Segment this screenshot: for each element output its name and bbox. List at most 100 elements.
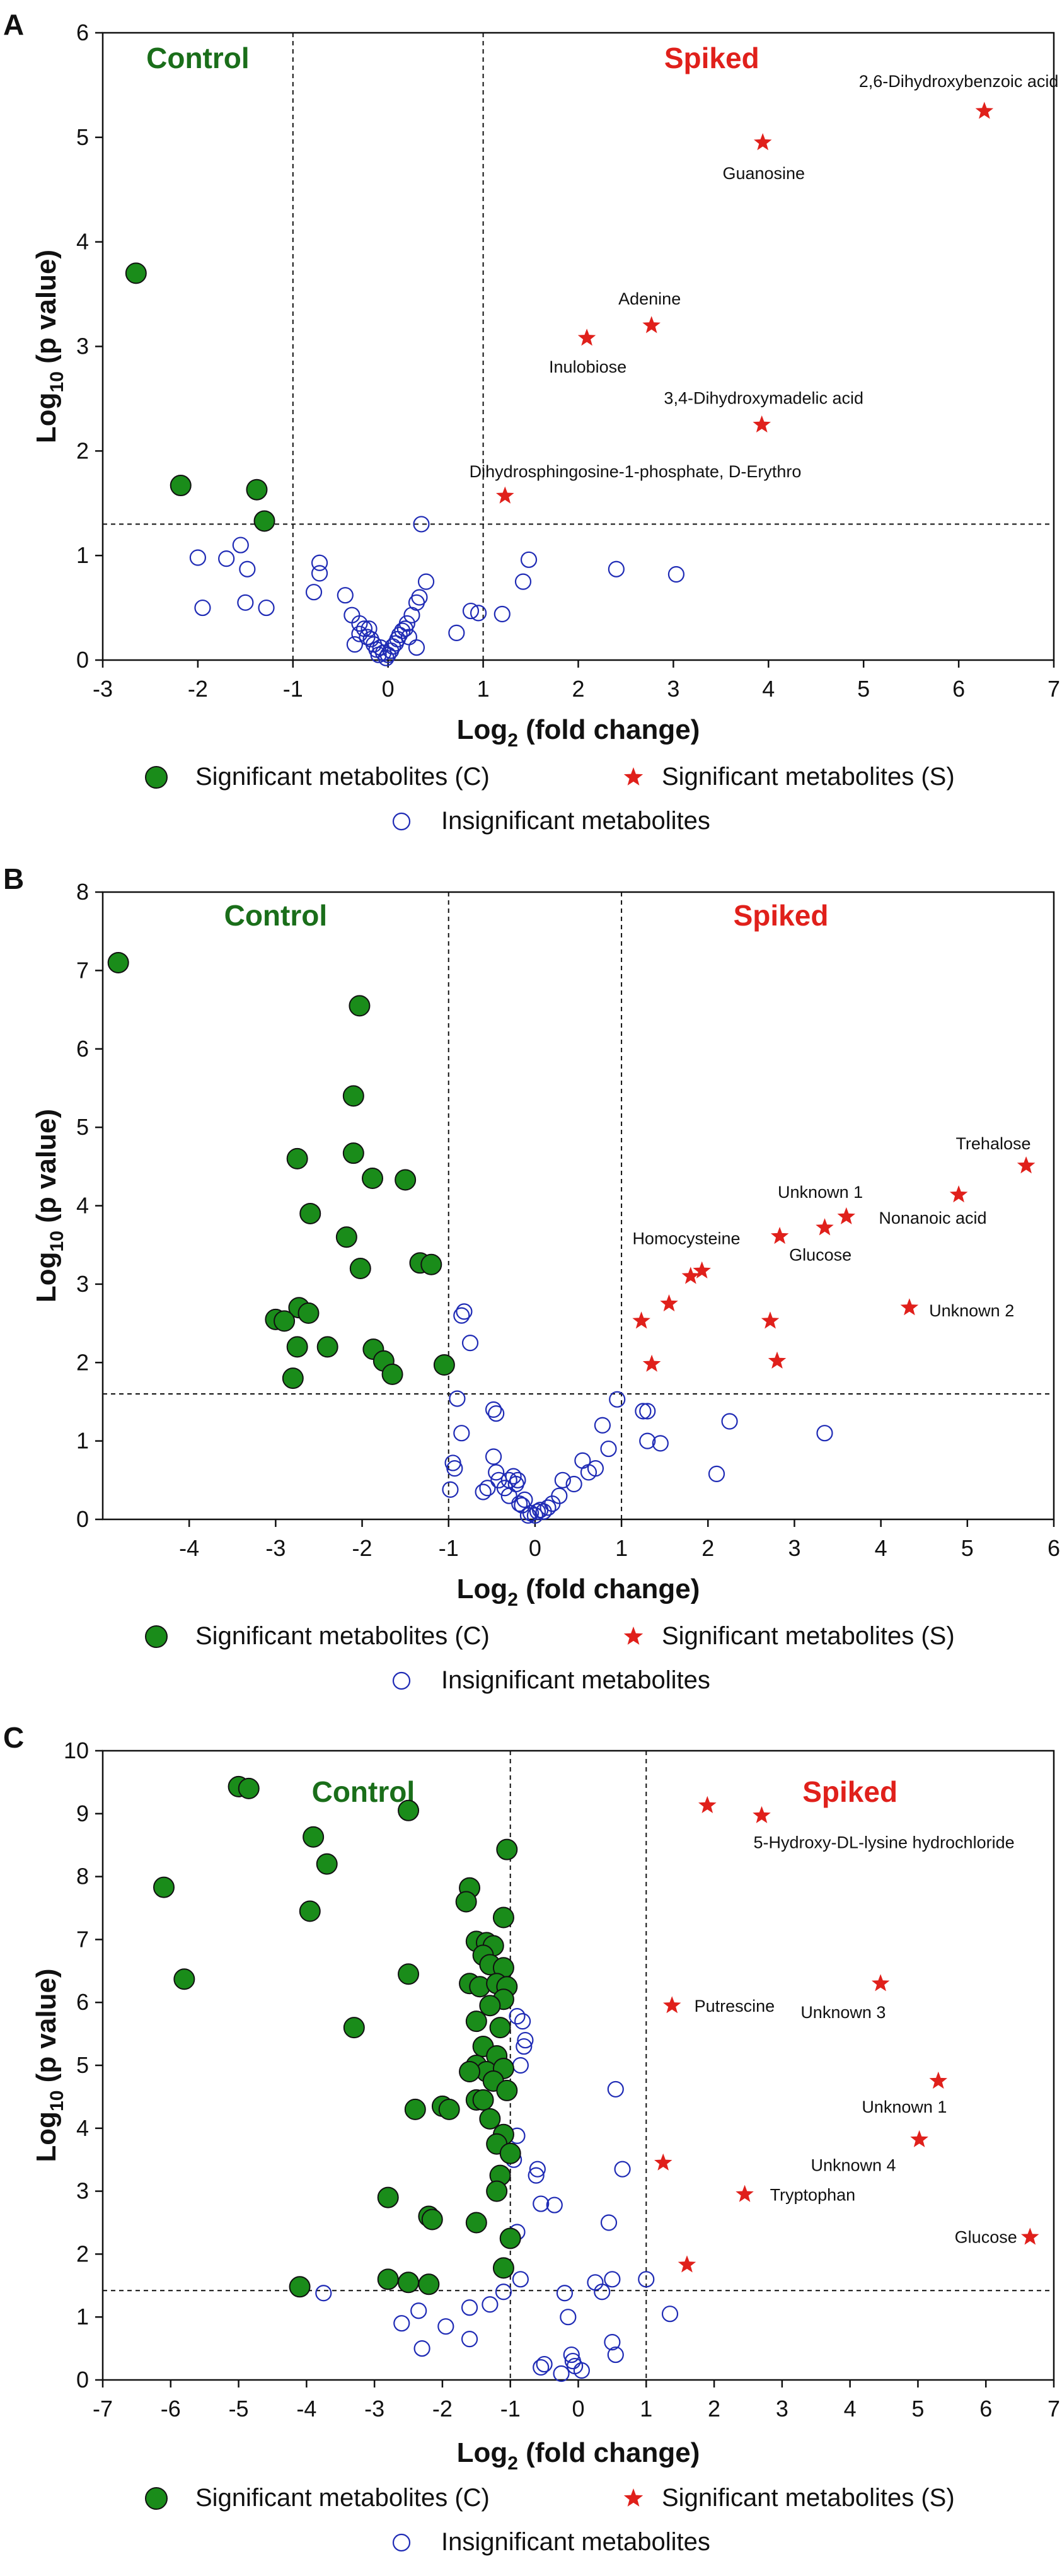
- x-axis-title: Log2 (fold change): [457, 714, 700, 751]
- insignificant-point: [475, 1483, 492, 1500]
- plot-frame: [101, 32, 1055, 661]
- control-point: [297, 1302, 320, 1324]
- control-point: [486, 2180, 508, 2202]
- insignificant-point: [485, 1448, 502, 1465]
- control-point: [465, 2212, 487, 2234]
- y-tick-label: 8: [76, 1864, 89, 1889]
- legend-spiked-marker: [623, 767, 644, 786]
- control-point: [418, 2273, 440, 2295]
- insignificant-point: [512, 2057, 529, 2074]
- insignificant-point: [540, 1499, 557, 1516]
- x-tick-label: 1: [615, 1535, 628, 1561]
- insignificant-point: [721, 1413, 738, 1430]
- control-point: [479, 1995, 501, 2017]
- insignificant-point: [614, 2161, 631, 2178]
- insignificant-point: [638, 2271, 655, 2288]
- insignificant-point: [516, 2038, 533, 2055]
- control-point: [377, 2268, 399, 2290]
- y-axis-title: Log10 (p value): [31, 250, 67, 443]
- point-annotation: Unknown 3: [800, 2003, 886, 2022]
- control-point: [398, 1799, 420, 1821]
- spiked-point: [496, 486, 514, 504]
- point-annotation: Unknown 4: [811, 2156, 896, 2175]
- insignificant-point: [337, 587, 354, 604]
- insignificant-point: [522, 1504, 540, 1522]
- x-tick-label: 7: [1048, 2396, 1060, 2422]
- y-tick-label: 6: [76, 20, 89, 45]
- insignificant-point: [536, 2355, 553, 2373]
- legend-insignificant-label: Insignificant metabolites: [441, 1666, 710, 1694]
- control-point: [125, 262, 147, 284]
- x-tick-label: 6: [1048, 1535, 1060, 1561]
- point-annotation: Nonanoic acid: [879, 1209, 986, 1227]
- legend-insignificant-marker: [392, 2533, 411, 2552]
- insignificant-point: [408, 639, 425, 656]
- x-tick-label: -2: [432, 2396, 453, 2422]
- control-point: [496, 1838, 518, 1860]
- legend-spiked-label: Significant metabolites (S): [662, 763, 955, 791]
- spiked-point: [1017, 1156, 1036, 1174]
- insignificant-point: [639, 1403, 656, 1420]
- insignificant-point: [512, 2271, 529, 2288]
- insignificant-point: [511, 1495, 528, 1512]
- control-point: [362, 1167, 384, 1189]
- insignificant-point: [453, 1425, 470, 1442]
- spiked-point: [693, 1261, 711, 1279]
- spiked-point: [753, 415, 771, 432]
- insignificant-point: [600, 1440, 617, 1458]
- x-tick-label: -6: [161, 2396, 181, 2422]
- control-point: [342, 1142, 364, 1164]
- spiked-point: [754, 133, 772, 151]
- legend-control-marker: [145, 766, 168, 789]
- insignificant-point: [305, 584, 323, 601]
- insignificant-point: [556, 2285, 574, 2302]
- point-annotation: Guanosine: [722, 164, 805, 183]
- x-tick-label: 3: [667, 676, 679, 702]
- insignificant-point: [189, 549, 206, 566]
- insignificant-point: [449, 1390, 466, 1407]
- control-point: [343, 2017, 365, 2039]
- insignificant-point: [600, 2214, 618, 2231]
- y-tick-label: 3: [76, 1271, 89, 1297]
- control-point: [349, 995, 371, 1017]
- insignificant-point: [398, 615, 415, 632]
- insignificant-point: [351, 615, 368, 632]
- point-annotation: Inulobiose: [549, 357, 626, 376]
- control-group-label: Control: [312, 1775, 415, 1808]
- panel-a: A -3 -2 -1 0 1 2 3 4 5 6 7 0 1 2 3 4 5 6 Log2 (fold change)…: [3, 8, 1060, 835]
- y-tick-label: 0: [76, 2367, 89, 2393]
- y-tick-label: 4: [76, 2115, 89, 2141]
- legend-insignificant-label: Insignificant metabolites: [441, 2528, 710, 2556]
- insignificant-point: [437, 2318, 454, 2335]
- x-tick-label: -1: [439, 1535, 459, 1561]
- insignificant-point: [232, 537, 249, 554]
- insignificant-point: [413, 516, 430, 533]
- legend-control-marker: [145, 1625, 168, 1648]
- insignificant-point: [565, 1475, 582, 1493]
- spiked-point: [910, 2130, 928, 2147]
- insignificant-point: [446, 1460, 463, 1477]
- x-tick-label: -2: [188, 676, 208, 702]
- control-point: [282, 1367, 304, 1390]
- insignificant-point: [526, 1507, 544, 1524]
- insignificant-point: [816, 1425, 833, 1442]
- insignificant-point: [237, 594, 254, 611]
- control-point: [253, 510, 275, 532]
- control-point: [395, 1169, 417, 1191]
- insignificant-point: [410, 2302, 427, 2319]
- insignificant-point: [533, 2358, 550, 2376]
- insignificant-point: [635, 1403, 652, 1420]
- y-tick-label: 2: [76, 1349, 89, 1375]
- spiked-point: [663, 1996, 681, 2014]
- control-point: [433, 1354, 455, 1376]
- spiked-point: [642, 1354, 661, 1372]
- insignificant-point: [346, 636, 363, 653]
- y-tick-label: 5: [76, 2052, 89, 2078]
- control-point: [455, 1891, 477, 1913]
- control-point: [286, 1147, 308, 1169]
- spiked-group-label: Spiked: [664, 42, 759, 74]
- control-point: [349, 1258, 371, 1279]
- insignificant-point: [639, 1432, 656, 1449]
- point-annotation: Dihydrosphingosine-1-phosphate, D-Erythr…: [470, 462, 802, 481]
- insignificant-point: [529, 1503, 546, 1520]
